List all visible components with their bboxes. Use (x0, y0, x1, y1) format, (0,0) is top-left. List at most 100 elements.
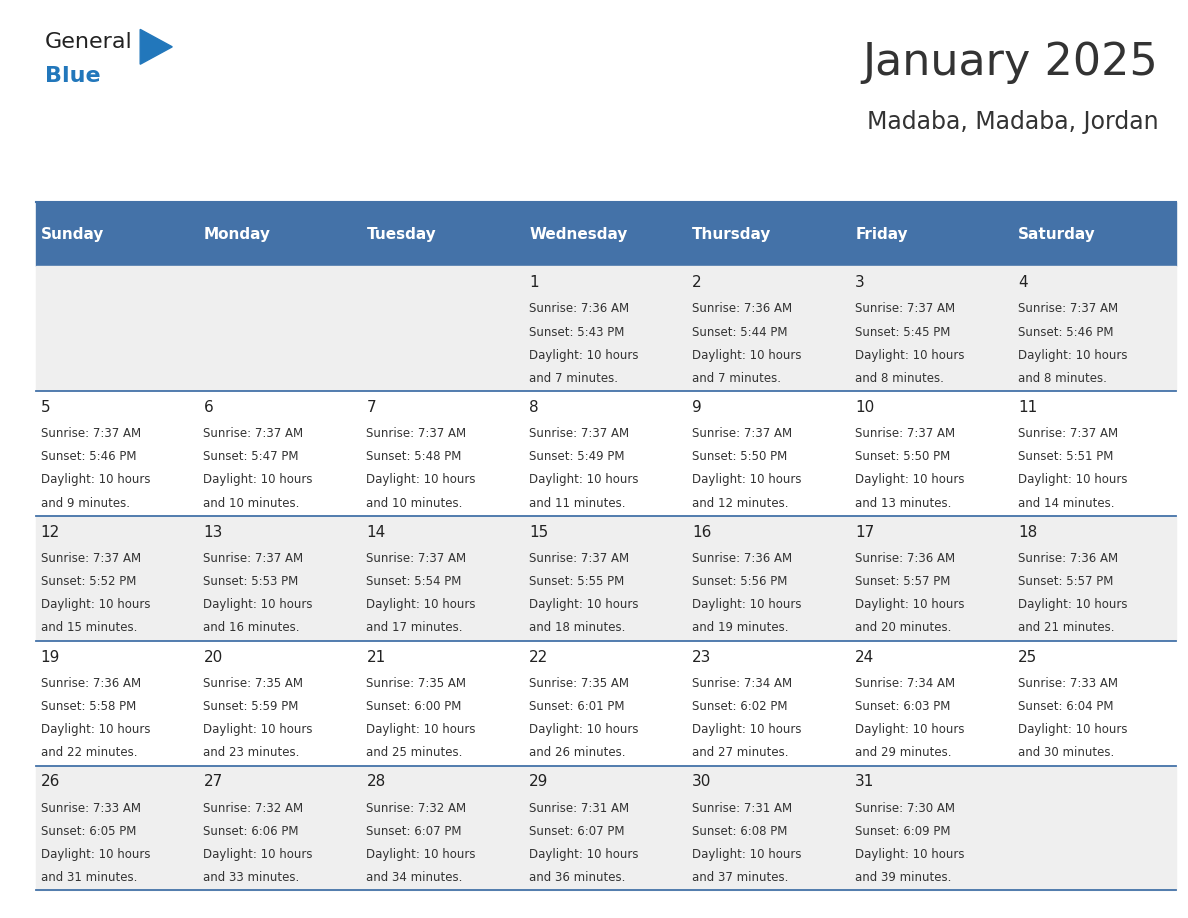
Text: and 23 minutes.: and 23 minutes. (203, 746, 299, 759)
Text: 30: 30 (693, 775, 712, 789)
Text: Sunset: 6:04 PM: Sunset: 6:04 PM (1018, 700, 1113, 713)
Text: and 20 minutes.: and 20 minutes. (855, 621, 952, 634)
Text: Sunset: 6:05 PM: Sunset: 6:05 PM (40, 825, 135, 838)
Text: Sunrise: 7:34 AM: Sunrise: 7:34 AM (693, 677, 792, 690)
Text: Sunrise: 7:37 AM: Sunrise: 7:37 AM (366, 552, 467, 565)
Text: 27: 27 (203, 775, 222, 789)
Text: Sunset: 5:47 PM: Sunset: 5:47 PM (203, 451, 299, 464)
Text: and 22 minutes.: and 22 minutes. (40, 746, 137, 759)
Text: Sunset: 5:43 PM: Sunset: 5:43 PM (530, 326, 625, 339)
Text: 3: 3 (855, 275, 865, 290)
Text: Sunrise: 7:34 AM: Sunrise: 7:34 AM (855, 677, 955, 690)
Text: Daylight: 10 hours: Daylight: 10 hours (693, 599, 802, 611)
Text: Sunset: 5:55 PM: Sunset: 5:55 PM (530, 576, 625, 588)
Text: 11: 11 (1018, 400, 1037, 415)
Text: Sunrise: 7:35 AM: Sunrise: 7:35 AM (366, 677, 467, 690)
Bar (36, 266, 1176, 391)
Text: 29: 29 (530, 775, 549, 789)
Text: Sunrise: 7:37 AM: Sunrise: 7:37 AM (203, 552, 304, 565)
Text: Sunset: 5:46 PM: Sunset: 5:46 PM (40, 451, 137, 464)
Text: and 9 minutes.: and 9 minutes. (40, 497, 129, 509)
Text: and 15 minutes.: and 15 minutes. (40, 621, 137, 634)
Text: 26: 26 (40, 775, 59, 789)
Text: Daylight: 10 hours: Daylight: 10 hours (203, 723, 312, 736)
Text: 17: 17 (855, 525, 874, 540)
Text: 5: 5 (40, 400, 50, 415)
Text: Sunrise: 7:36 AM: Sunrise: 7:36 AM (693, 302, 792, 316)
Text: and 27 minutes.: and 27 minutes. (693, 746, 789, 759)
Text: Sunset: 5:44 PM: Sunset: 5:44 PM (693, 326, 788, 339)
Text: Monday: Monday (203, 227, 271, 241)
Text: Sunset: 5:58 PM: Sunset: 5:58 PM (40, 700, 135, 713)
Text: Thursday: Thursday (693, 227, 771, 241)
Text: and 33 minutes.: and 33 minutes. (203, 871, 299, 884)
Text: Sunrise: 7:35 AM: Sunrise: 7:35 AM (530, 677, 630, 690)
Text: Sunrise: 7:36 AM: Sunrise: 7:36 AM (855, 552, 955, 565)
Text: Daylight: 10 hours: Daylight: 10 hours (693, 848, 802, 861)
Text: Daylight: 10 hours: Daylight: 10 hours (1018, 599, 1127, 611)
Text: and 16 minutes.: and 16 minutes. (203, 621, 299, 634)
Text: Sunrise: 7:37 AM: Sunrise: 7:37 AM (530, 552, 630, 565)
Text: Sunrise: 7:37 AM: Sunrise: 7:37 AM (1018, 427, 1118, 441)
Text: 22: 22 (530, 650, 549, 665)
Text: 4: 4 (1018, 275, 1028, 290)
Text: Sunset: 6:03 PM: Sunset: 6:03 PM (855, 700, 950, 713)
Text: Sunset: 6:09 PM: Sunset: 6:09 PM (855, 825, 950, 838)
Text: and 34 minutes.: and 34 minutes. (366, 871, 463, 884)
Text: Sunrise: 7:32 AM: Sunrise: 7:32 AM (366, 801, 467, 815)
Text: and 36 minutes.: and 36 minutes. (530, 871, 626, 884)
Text: Daylight: 10 hours: Daylight: 10 hours (1018, 474, 1127, 487)
Text: Tuesday: Tuesday (366, 227, 436, 241)
Text: 25: 25 (1018, 650, 1037, 665)
Text: Sunset: 5:53 PM: Sunset: 5:53 PM (203, 576, 298, 588)
Text: Sunset: 6:02 PM: Sunset: 6:02 PM (693, 700, 788, 713)
Text: 18: 18 (1018, 525, 1037, 540)
Text: Daylight: 10 hours: Daylight: 10 hours (366, 848, 476, 861)
Text: 14: 14 (366, 525, 386, 540)
Text: Sunrise: 7:35 AM: Sunrise: 7:35 AM (203, 677, 303, 690)
Text: Daylight: 10 hours: Daylight: 10 hours (530, 474, 639, 487)
Text: Daylight: 10 hours: Daylight: 10 hours (693, 349, 802, 362)
Text: 9: 9 (693, 400, 702, 415)
Text: Daylight: 10 hours: Daylight: 10 hours (530, 349, 639, 362)
Text: and 12 minutes.: and 12 minutes. (693, 497, 789, 509)
Text: Daylight: 10 hours: Daylight: 10 hours (693, 723, 802, 736)
Text: Sunset: 6:01 PM: Sunset: 6:01 PM (530, 700, 625, 713)
Text: Sunset: 5:50 PM: Sunset: 5:50 PM (693, 451, 788, 464)
Text: Daylight: 10 hours: Daylight: 10 hours (855, 349, 965, 362)
Text: Sunset: 5:54 PM: Sunset: 5:54 PM (366, 576, 462, 588)
Text: Sunset: 5:46 PM: Sunset: 5:46 PM (1018, 326, 1113, 339)
Text: Sunset: 6:08 PM: Sunset: 6:08 PM (693, 825, 788, 838)
Text: Sunset: 5:59 PM: Sunset: 5:59 PM (203, 700, 299, 713)
Text: and 8 minutes.: and 8 minutes. (855, 372, 944, 385)
Text: Sunset: 6:07 PM: Sunset: 6:07 PM (366, 825, 462, 838)
Text: Sunrise: 7:36 AM: Sunrise: 7:36 AM (1018, 552, 1118, 565)
Text: Sunday: Sunday (40, 227, 103, 241)
Text: Sunset: 5:57 PM: Sunset: 5:57 PM (1018, 576, 1113, 588)
Text: 6: 6 (203, 400, 213, 415)
Text: Daylight: 10 hours: Daylight: 10 hours (366, 599, 476, 611)
Text: Sunrise: 7:32 AM: Sunrise: 7:32 AM (203, 801, 304, 815)
Text: 2: 2 (693, 275, 702, 290)
Text: and 13 minutes.: and 13 minutes. (855, 497, 952, 509)
Text: 19: 19 (40, 650, 59, 665)
Text: Daylight: 10 hours: Daylight: 10 hours (855, 723, 965, 736)
Text: Sunset: 5:50 PM: Sunset: 5:50 PM (855, 451, 950, 464)
Text: Sunrise: 7:37 AM: Sunrise: 7:37 AM (855, 302, 955, 316)
Text: Wednesday: Wednesday (530, 227, 627, 241)
Text: 28: 28 (366, 775, 386, 789)
Text: Sunrise: 7:37 AM: Sunrise: 7:37 AM (203, 427, 304, 441)
Text: Friday: Friday (855, 227, 908, 241)
Text: Sunrise: 7:37 AM: Sunrise: 7:37 AM (1018, 302, 1118, 316)
Text: Sunrise: 7:37 AM: Sunrise: 7:37 AM (40, 427, 140, 441)
Text: Sunset: 5:52 PM: Sunset: 5:52 PM (40, 576, 135, 588)
Text: 1: 1 (530, 275, 539, 290)
Text: and 11 minutes.: and 11 minutes. (530, 497, 626, 509)
Text: Daylight: 10 hours: Daylight: 10 hours (530, 723, 639, 736)
Text: 20: 20 (203, 650, 222, 665)
Text: Daylight: 10 hours: Daylight: 10 hours (530, 848, 639, 861)
Text: 24: 24 (855, 650, 874, 665)
Text: Daylight: 10 hours: Daylight: 10 hours (40, 599, 150, 611)
Text: 13: 13 (203, 525, 223, 540)
Text: Sunrise: 7:37 AM: Sunrise: 7:37 AM (40, 552, 140, 565)
